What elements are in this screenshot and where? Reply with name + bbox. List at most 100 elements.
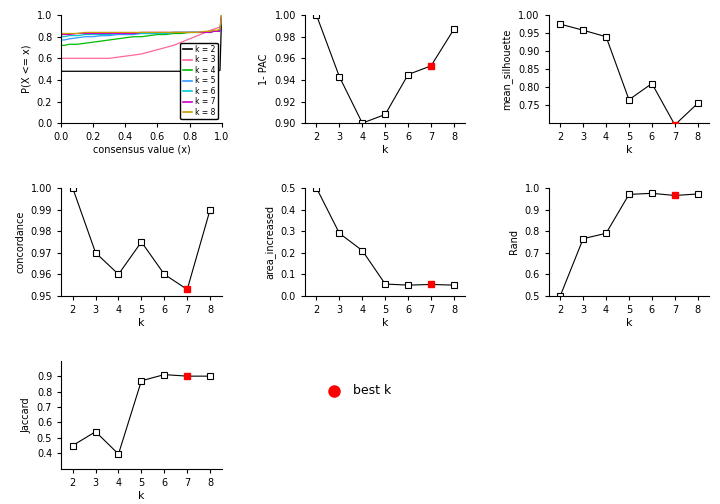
k = 5 — [210, 28, 218, 34]
k = 6 — [65, 33, 73, 39]
k = 3 — [65, 55, 73, 61]
k = 7 — [81, 30, 89, 36]
k = 5 — [212, 28, 221, 34]
k = 4 — [121, 35, 130, 41]
k = 7 — [161, 29, 170, 35]
k = 6 — [177, 29, 186, 35]
X-axis label: consensus value (x): consensus value (x) — [93, 145, 190, 155]
Line: k = 5: k = 5 — [61, 15, 222, 40]
k = 7 — [73, 30, 81, 36]
k = 4 — [58, 42, 67, 48]
k = 8 — [153, 29, 162, 35]
k = 4 — [169, 30, 178, 36]
k = 2 — [201, 68, 210, 74]
k = 3 — [81, 55, 89, 61]
k = 8 — [161, 29, 170, 35]
Line: k = 4: k = 4 — [61, 15, 222, 45]
k = 6 — [105, 32, 114, 38]
k = 8 — [206, 28, 215, 34]
k = 5 — [81, 34, 89, 40]
k = 4 — [105, 37, 114, 43]
k = 4 — [177, 30, 186, 36]
X-axis label: k: k — [626, 145, 632, 155]
Line: k = 6: k = 6 — [61, 15, 222, 37]
k = 3 — [105, 55, 114, 61]
k = 4 — [153, 32, 162, 38]
k = 3 — [169, 42, 178, 48]
k = 5 — [65, 36, 73, 42]
k = 6 — [137, 30, 145, 36]
k = 7 — [193, 29, 202, 35]
k = 3 — [161, 44, 170, 50]
k = 4 — [57, 42, 66, 48]
k = 7 — [216, 28, 225, 34]
k = 4 — [217, 12, 226, 18]
k = 2 — [65, 68, 73, 74]
k = 7 — [58, 32, 67, 38]
k = 5 — [73, 35, 81, 41]
k = 8 — [193, 29, 202, 35]
k = 2 — [193, 68, 202, 74]
Y-axis label: mean_silhouette: mean_silhouette — [502, 28, 513, 110]
k = 3 — [177, 39, 186, 45]
k = 3 — [129, 52, 138, 58]
k = 6 — [60, 34, 68, 40]
k = 5 — [129, 32, 138, 38]
k = 6 — [193, 29, 202, 35]
k = 8 — [177, 29, 186, 35]
Y-axis label: 1- PAC: 1- PAC — [259, 53, 269, 85]
k = 7 — [153, 29, 162, 35]
k = 4 — [73, 41, 81, 47]
k = 7 — [137, 29, 145, 35]
k = 8 — [58, 30, 67, 36]
k = 3 — [185, 36, 194, 42]
k = 5 — [137, 30, 145, 36]
k = 7 — [97, 30, 106, 36]
k = 3 — [57, 55, 66, 61]
k = 2 — [81, 68, 89, 74]
k = 3 — [193, 33, 202, 39]
k = 2 — [185, 68, 194, 74]
k = 6 — [185, 29, 194, 35]
k = 2 — [121, 68, 130, 74]
k = 7 — [212, 28, 221, 34]
Line: k = 7: k = 7 — [61, 15, 222, 35]
k = 2 — [105, 68, 114, 74]
k = 8 — [129, 29, 138, 35]
k = 7 — [65, 32, 73, 38]
k = 6 — [129, 30, 138, 36]
Text: best k: best k — [353, 385, 392, 398]
Line: k = 2: k = 2 — [61, 15, 222, 71]
k = 5 — [121, 32, 130, 38]
k = 6 — [153, 30, 162, 36]
Legend: k = 2, k = 3, k = 4, k = 5, k = 6, k = 7, k = 8: k = 2, k = 3, k = 4, k = 5, k = 6, k = 7… — [181, 42, 217, 119]
k = 7 — [60, 32, 68, 38]
X-axis label: k: k — [138, 318, 145, 328]
k = 2 — [216, 67, 225, 73]
k = 2 — [113, 68, 122, 74]
k = 4 — [145, 33, 154, 39]
k = 2 — [217, 12, 226, 18]
k = 8 — [81, 29, 89, 35]
k = 6 — [216, 28, 225, 34]
k = 8 — [210, 27, 218, 33]
k = 2 — [153, 68, 162, 74]
k = 4 — [185, 29, 194, 35]
k = 3 — [217, 12, 226, 18]
k = 4 — [113, 36, 122, 42]
k = 6 — [57, 34, 66, 40]
k = 4 — [89, 39, 98, 45]
k = 6 — [58, 34, 67, 40]
k = 6 — [73, 33, 81, 39]
X-axis label: k: k — [382, 145, 389, 155]
Y-axis label: P(X <= x): P(X <= x) — [22, 45, 31, 93]
k = 8 — [145, 29, 154, 35]
k = 4 — [60, 42, 68, 48]
k = 6 — [217, 12, 226, 18]
k = 7 — [185, 29, 194, 35]
k = 4 — [65, 41, 73, 47]
Y-axis label: Jaccard: Jaccard — [22, 397, 31, 432]
k = 2 — [60, 68, 68, 74]
k = 5 — [161, 30, 170, 36]
k = 7 — [210, 28, 218, 34]
